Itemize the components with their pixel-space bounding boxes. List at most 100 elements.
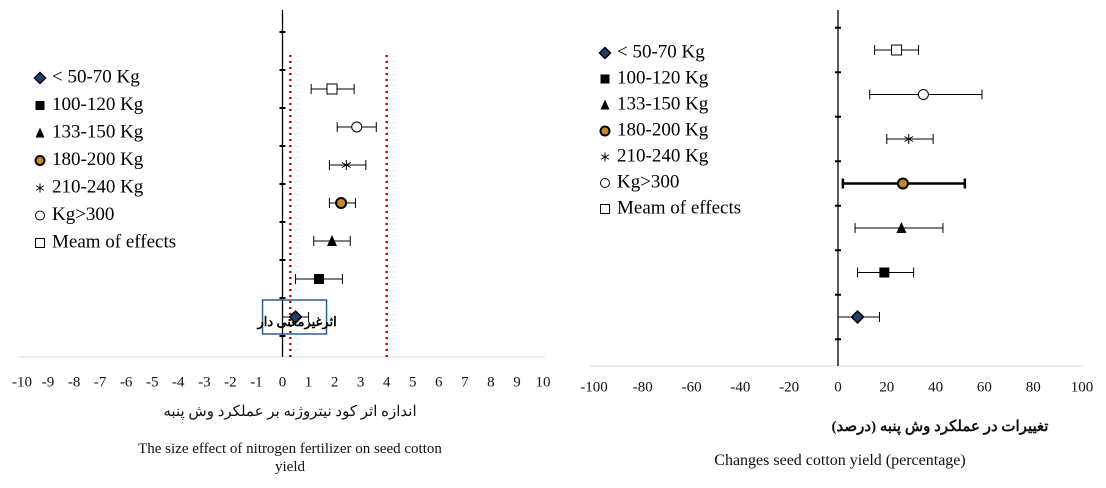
x-tick-label: 100: [1071, 379, 1094, 395]
legend-marker: [35, 238, 45, 248]
x-tick-label: 20: [879, 379, 894, 395]
legend-marker: [35, 210, 45, 221]
square: [313, 274, 324, 284]
x-label: Changes seed cotton yield (percentage): [714, 452, 966, 469]
diamond: [33, 71, 47, 85]
circle: [917, 89, 929, 100]
x-tick-label: -7: [94, 374, 107, 390]
x-tick-label: -10: [12, 374, 32, 390]
legend-label: 210-240 Kg: [52, 176, 144, 197]
x-tick-label: -3: [198, 374, 211, 390]
x-tick-label: -8: [68, 374, 81, 390]
marker: [891, 44, 903, 56]
dot: [335, 197, 348, 209]
annotation: اثرغیرمعنی دار: [257, 314, 337, 330]
marker: [896, 222, 907, 233]
open-square: [35, 238, 45, 248]
x-tick-label: -80: [633, 379, 653, 395]
x-tick-label: 0: [279, 374, 287, 390]
legend-label: 180-200 Kg: [617, 119, 709, 140]
x-tick-label: 3: [357, 374, 365, 390]
asterisk-stroke: [341, 162, 351, 168]
x-tick-label: 5: [409, 374, 417, 390]
x-tick-label: -9: [42, 374, 55, 390]
diamond: [850, 309, 865, 325]
x-tick-label: 0: [834, 379, 842, 395]
x-tick-label: 40: [928, 379, 943, 395]
triangle: [35, 127, 45, 138]
open-square: [891, 44, 903, 56]
marker: [917, 89, 929, 100]
legend-label: 100-120 Kg: [52, 94, 144, 115]
legend-marker: [34, 155, 46, 166]
marker: [896, 177, 909, 190]
diamond: [598, 46, 612, 60]
legend-label: 133-150 Kg: [52, 121, 144, 142]
x-tick-label: -1: [250, 374, 263, 390]
x-tick-label: 9: [513, 374, 521, 390]
legend-marker: [33, 71, 47, 85]
x-tick-label: -60: [682, 379, 702, 395]
square: [600, 74, 610, 84]
triangle: [896, 222, 907, 233]
legend-marker: [600, 74, 610, 84]
legend-marker: [600, 152, 610, 162]
marker: [351, 121, 363, 133]
legend-marker: [600, 204, 610, 214]
legend-label: 180-200 Kg: [52, 149, 144, 170]
x-tick-label: 8: [487, 374, 495, 390]
marker: [879, 267, 890, 278]
dot: [599, 125, 611, 137]
marker: [326, 83, 338, 95]
dot: [34, 155, 46, 166]
open-square: [600, 204, 610, 214]
triangle: [600, 99, 610, 110]
legend-label: 210-240 Kg: [617, 145, 709, 166]
x-tick-label: -4: [172, 374, 185, 390]
legend-label: 133-150 Kg: [617, 93, 709, 114]
open-square: [326, 83, 338, 95]
legend-label: Kg>300: [617, 171, 679, 192]
square: [879, 267, 890, 278]
x-tick-label: 10: [536, 374, 551, 390]
circle: [351, 121, 363, 133]
legend-label: Meam of effects: [52, 231, 176, 252]
legend-marker: [598, 46, 612, 60]
x-tick-label: 1: [305, 374, 313, 390]
diamond: [288, 309, 303, 325]
legend-label: 100-120 Kg: [617, 67, 709, 88]
circle: [35, 210, 45, 221]
x-tick-label: 80: [1026, 379, 1041, 395]
dot: [896, 177, 909, 190]
x-tick-label: 4: [383, 374, 391, 390]
legend-label: Kg>300: [52, 204, 114, 225]
x-tick-label: -5: [146, 374, 159, 390]
legend-marker: [600, 99, 610, 110]
marker: [850, 309, 865, 325]
asterisk-stroke: [35, 185, 45, 191]
marker: [326, 235, 337, 246]
x-tick-label: 60: [977, 379, 992, 395]
square: [35, 101, 45, 110]
x-tick-label: -40: [730, 379, 750, 395]
triangle: [326, 235, 337, 246]
circle: [600, 178, 610, 188]
legend-marker: [599, 125, 611, 137]
marker: [313, 274, 324, 284]
x-label-fa: اندازه اثر کود نیتروژنه بر عملکرد وش پنب…: [163, 404, 417, 420]
marker: [904, 134, 914, 144]
x-tick-label: 7: [461, 374, 469, 390]
legend-label: Meam of effects: [617, 197, 741, 218]
asterisk-stroke: [600, 154, 610, 160]
x-tick-label: 2: [331, 374, 339, 390]
x-label: The size effect of nitrogen fertilizer o…: [138, 441, 442, 475]
x-label-fa: تغییرات در عملکرد وش پنبه (درصد): [831, 419, 1049, 435]
marker: [335, 197, 348, 209]
marker: [288, 309, 303, 325]
x-tick-label: -20: [779, 379, 799, 395]
x-tick-label: 6: [435, 374, 443, 390]
marker: [341, 160, 351, 170]
legend-marker: [35, 101, 45, 110]
